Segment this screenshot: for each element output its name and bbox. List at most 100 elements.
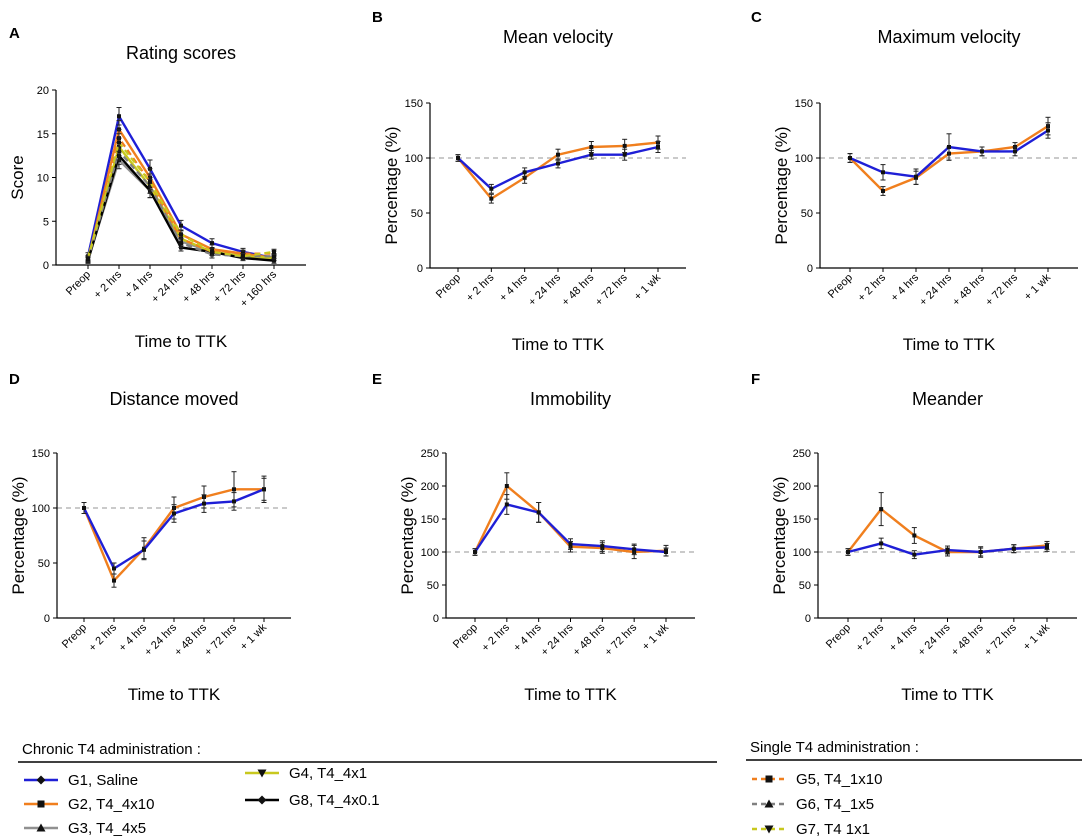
- chart-title: Immobility: [530, 389, 611, 409]
- data-point: [846, 550, 850, 554]
- data-point: [522, 175, 527, 180]
- x-tick-label: + 1 wk: [640, 621, 672, 653]
- legend-label: G6, T4_1x5: [796, 796, 874, 813]
- y-tick-label: 20: [37, 85, 49, 97]
- data-point: [632, 547, 637, 552]
- data-point: [179, 223, 183, 228]
- data-point: [210, 241, 214, 246]
- x-tick-label: + 72 hrs: [982, 621, 1019, 658]
- data-point: [82, 506, 86, 510]
- legend-label: G1, Saline: [68, 772, 138, 789]
- data-point: [978, 550, 983, 554]
- y-tick-label: 0: [43, 260, 49, 272]
- chart-title: Rating scores: [126, 43, 236, 63]
- x-tick-label: + 72 hrs: [983, 271, 1020, 308]
- data-point: [112, 578, 116, 583]
- panel-B: B Mean velocity 0 50 100 150 Preop + 2 hrs + 4 h…: [372, 9, 686, 354]
- data-point: [1045, 545, 1049, 550]
- legend-label: G2, T4_4x10: [68, 796, 154, 813]
- chart-title: Maximum velocity: [877, 27, 1020, 47]
- x-tick-label: + 1 wk: [1021, 621, 1053, 653]
- x-axis-label: Time to TTK: [512, 335, 605, 354]
- y-tick-label: 250: [793, 448, 811, 460]
- data-point: [622, 143, 627, 148]
- y-tick-label: 100: [795, 153, 813, 165]
- legend-label: G8, T4_4x0.1: [289, 792, 380, 809]
- series-g1-saline: [472, 494, 669, 557]
- data-point: [664, 550, 668, 554]
- x-axis-label: Time to TTK: [901, 685, 994, 704]
- data-point: [456, 156, 460, 160]
- x-tick-label: Preop: [64, 269, 93, 298]
- legend-label: G4, T4_4x1: [289, 765, 367, 782]
- y-tick-label: 50: [38, 558, 50, 570]
- data-point: [848, 156, 852, 160]
- data-point: [172, 511, 176, 516]
- data-point: [241, 254, 245, 259]
- y-axis-label: Percentage (%): [382, 126, 401, 244]
- x-tick-label: + 2 hrs: [479, 621, 512, 654]
- x-tick-label: + 2 hrs: [854, 621, 887, 654]
- x-axis-label: Time to TTK: [128, 685, 221, 704]
- x-tick-label: + 48 hrs: [571, 621, 608, 658]
- x-tick-label: + 1 wk: [1022, 271, 1054, 303]
- x-tick-label: + 24 hrs: [916, 621, 953, 658]
- x-tick-label: + 4 hrs: [497, 271, 530, 304]
- data-point: [879, 541, 884, 546]
- legend-item: G8, T4_4x0.1: [245, 792, 380, 809]
- y-axis-label: Percentage (%): [772, 126, 791, 244]
- data-point: [881, 170, 885, 175]
- legend-marker: [764, 825, 774, 834]
- x-tick-label: Preop: [60, 622, 89, 651]
- x-tick-label: + 24 hrs: [526, 271, 563, 308]
- data-point: [262, 487, 266, 492]
- data-point: [504, 502, 509, 507]
- x-tick-label: + 24 hrs: [149, 268, 186, 305]
- y-axis-label: Percentage (%): [770, 476, 789, 594]
- y-tick-label: 15: [37, 129, 49, 141]
- y-tick-label: 100: [32, 503, 50, 515]
- data-point: [117, 140, 121, 145]
- legend-heading-single: Single T4 administration :: [750, 739, 919, 756]
- y-tick-label: 0: [44, 613, 50, 625]
- panel-letter: D: [9, 371, 20, 388]
- data-point: [142, 547, 146, 552]
- data-point: [912, 533, 917, 538]
- legend-heading-chronic: Chronic T4 administration :: [22, 741, 201, 758]
- x-tick-label: + 4 hrs: [887, 621, 920, 654]
- x-tick-label: + 48 hrs: [950, 271, 987, 308]
- data-point: [148, 179, 152, 184]
- data-point: [112, 566, 116, 571]
- data-point: [556, 152, 560, 157]
- legend-label: G5, T4_1x10: [796, 771, 882, 788]
- data-point: [202, 501, 206, 506]
- panel-E: E Immobility 0 50 100 150 200 250 Preop + 2 hrs + …: [372, 371, 695, 704]
- y-tick-label: 200: [421, 481, 439, 493]
- y-tick-label: 5: [43, 216, 49, 228]
- data-point: [179, 241, 183, 246]
- legend-item: G2, T4_4x10: [24, 796, 154, 813]
- data-point: [272, 249, 276, 254]
- data-point: [1046, 128, 1050, 133]
- x-tick-label: + 4 hrs: [889, 271, 922, 304]
- data-point: [947, 145, 951, 149]
- y-tick-label: 100: [405, 153, 423, 165]
- data-point: [656, 145, 660, 149]
- legend-marker: [37, 800, 45, 808]
- series-g7-t4-1x1: [85, 133, 277, 262]
- data-point: [622, 152, 627, 157]
- data-point: [86, 256, 90, 261]
- x-tick-label: + 2 hrs: [464, 271, 497, 304]
- x-tick-label: + 48 hrs: [949, 621, 986, 658]
- chart-title: Distance moved: [109, 389, 238, 409]
- y-axis-label: Percentage (%): [9, 476, 28, 594]
- y-tick-label: 50: [411, 208, 423, 220]
- data-point: [914, 174, 918, 179]
- y-axis-label: Percentage (%): [398, 476, 417, 594]
- legend-marker: [36, 823, 46, 832]
- data-point: [504, 484, 509, 488]
- x-tick-label: + 72 hrs: [593, 271, 630, 308]
- x-tick-label: + 24 hrs: [539, 621, 576, 658]
